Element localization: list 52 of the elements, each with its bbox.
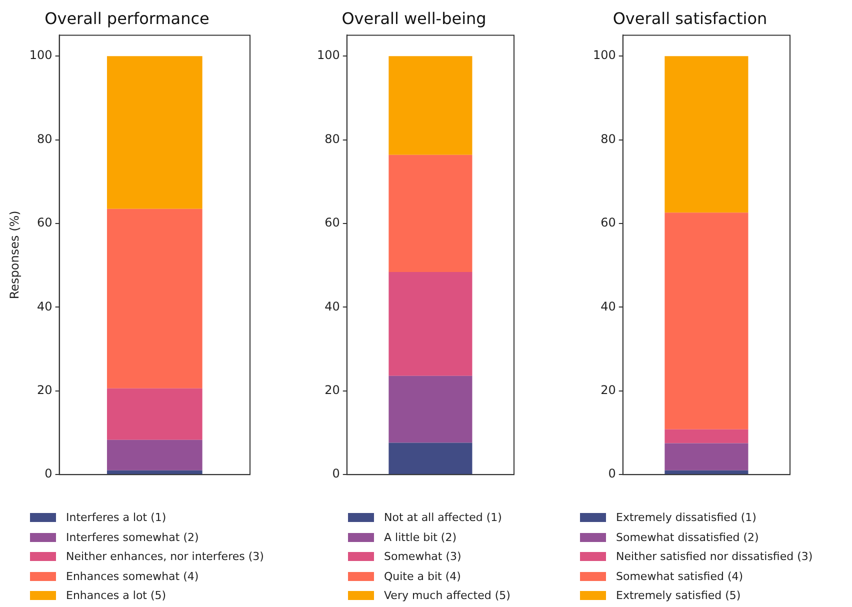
bar — [664, 443, 748, 470]
legend-label: Extremely dissatisfied (1) — [616, 511, 756, 524]
y-tick-label: 60 — [324, 216, 340, 230]
bar — [664, 470, 748, 474]
legend-label: Not at all affected (1) — [384, 511, 502, 524]
bar — [106, 440, 202, 470]
y-tick-label: 20 — [37, 383, 52, 398]
y-tick-label: 80 — [600, 132, 616, 146]
y-tick-label: 0 — [332, 466, 340, 481]
legend-label: Quite a bit (4) — [384, 570, 461, 583]
bar — [106, 208, 202, 388]
legend-label: A little bit (2) — [384, 530, 457, 544]
chart-title: Overall performance — [44, 8, 210, 28]
legend-label: Neither enhances, nor interferes (3) — [66, 550, 264, 564]
legend-label: Interferes a lot (1) — [66, 511, 166, 524]
bar — [106, 56, 202, 209]
legend-label: Enhances somewhat (4) — [66, 570, 199, 583]
bar — [106, 470, 202, 474]
bar — [664, 212, 748, 430]
chart-title: Overall satisfaction — [612, 8, 768, 28]
legend-label: Extremely satisfied (5) — [616, 589, 741, 602]
y-tick-label: 40 — [37, 299, 52, 314]
y-tick-label: 100 — [593, 48, 616, 62]
y-tick-label: 80 — [37, 132, 52, 146]
y-tick-label: 100 — [317, 48, 340, 62]
y-tick-label: 60 — [600, 216, 616, 230]
bar — [388, 376, 472, 443]
y-axis-title: Responses (%) — [7, 210, 22, 300]
bar — [388, 56, 472, 155]
legend-label: Very much affected (5) — [384, 589, 510, 602]
legend-label: Enhances a lot (5) — [66, 589, 166, 602]
legend-label: Somewhat dissatisfied (2) — [616, 530, 759, 544]
y-tick-label: 80 — [324, 132, 340, 146]
y-tick-label: 60 — [37, 216, 52, 230]
chart-title: Overall well-being — [342, 8, 486, 28]
bar — [388, 442, 472, 474]
y-tick-label: 20 — [324, 383, 340, 398]
legend-label: Somewhat (3) — [384, 550, 462, 564]
y-tick-label: 0 — [44, 466, 52, 481]
legend-label: Neither satisfied nor dissatisfied (3) — [616, 550, 813, 564]
bar — [664, 56, 748, 213]
bar — [388, 272, 472, 376]
y-tick-label: 40 — [600, 299, 616, 314]
y-tick-label: 100 — [29, 48, 52, 62]
y-tick-label: 0 — [608, 466, 616, 481]
y-tick-label: 20 — [600, 383, 616, 398]
bar — [106, 388, 202, 440]
legend-label: Somewhat satisfied (4) — [616, 570, 744, 583]
bar — [388, 154, 472, 272]
legend-label: Interferes somewhat (2) — [66, 530, 199, 544]
bar — [664, 429, 748, 444]
y-tick-label: 40 — [324, 299, 340, 314]
